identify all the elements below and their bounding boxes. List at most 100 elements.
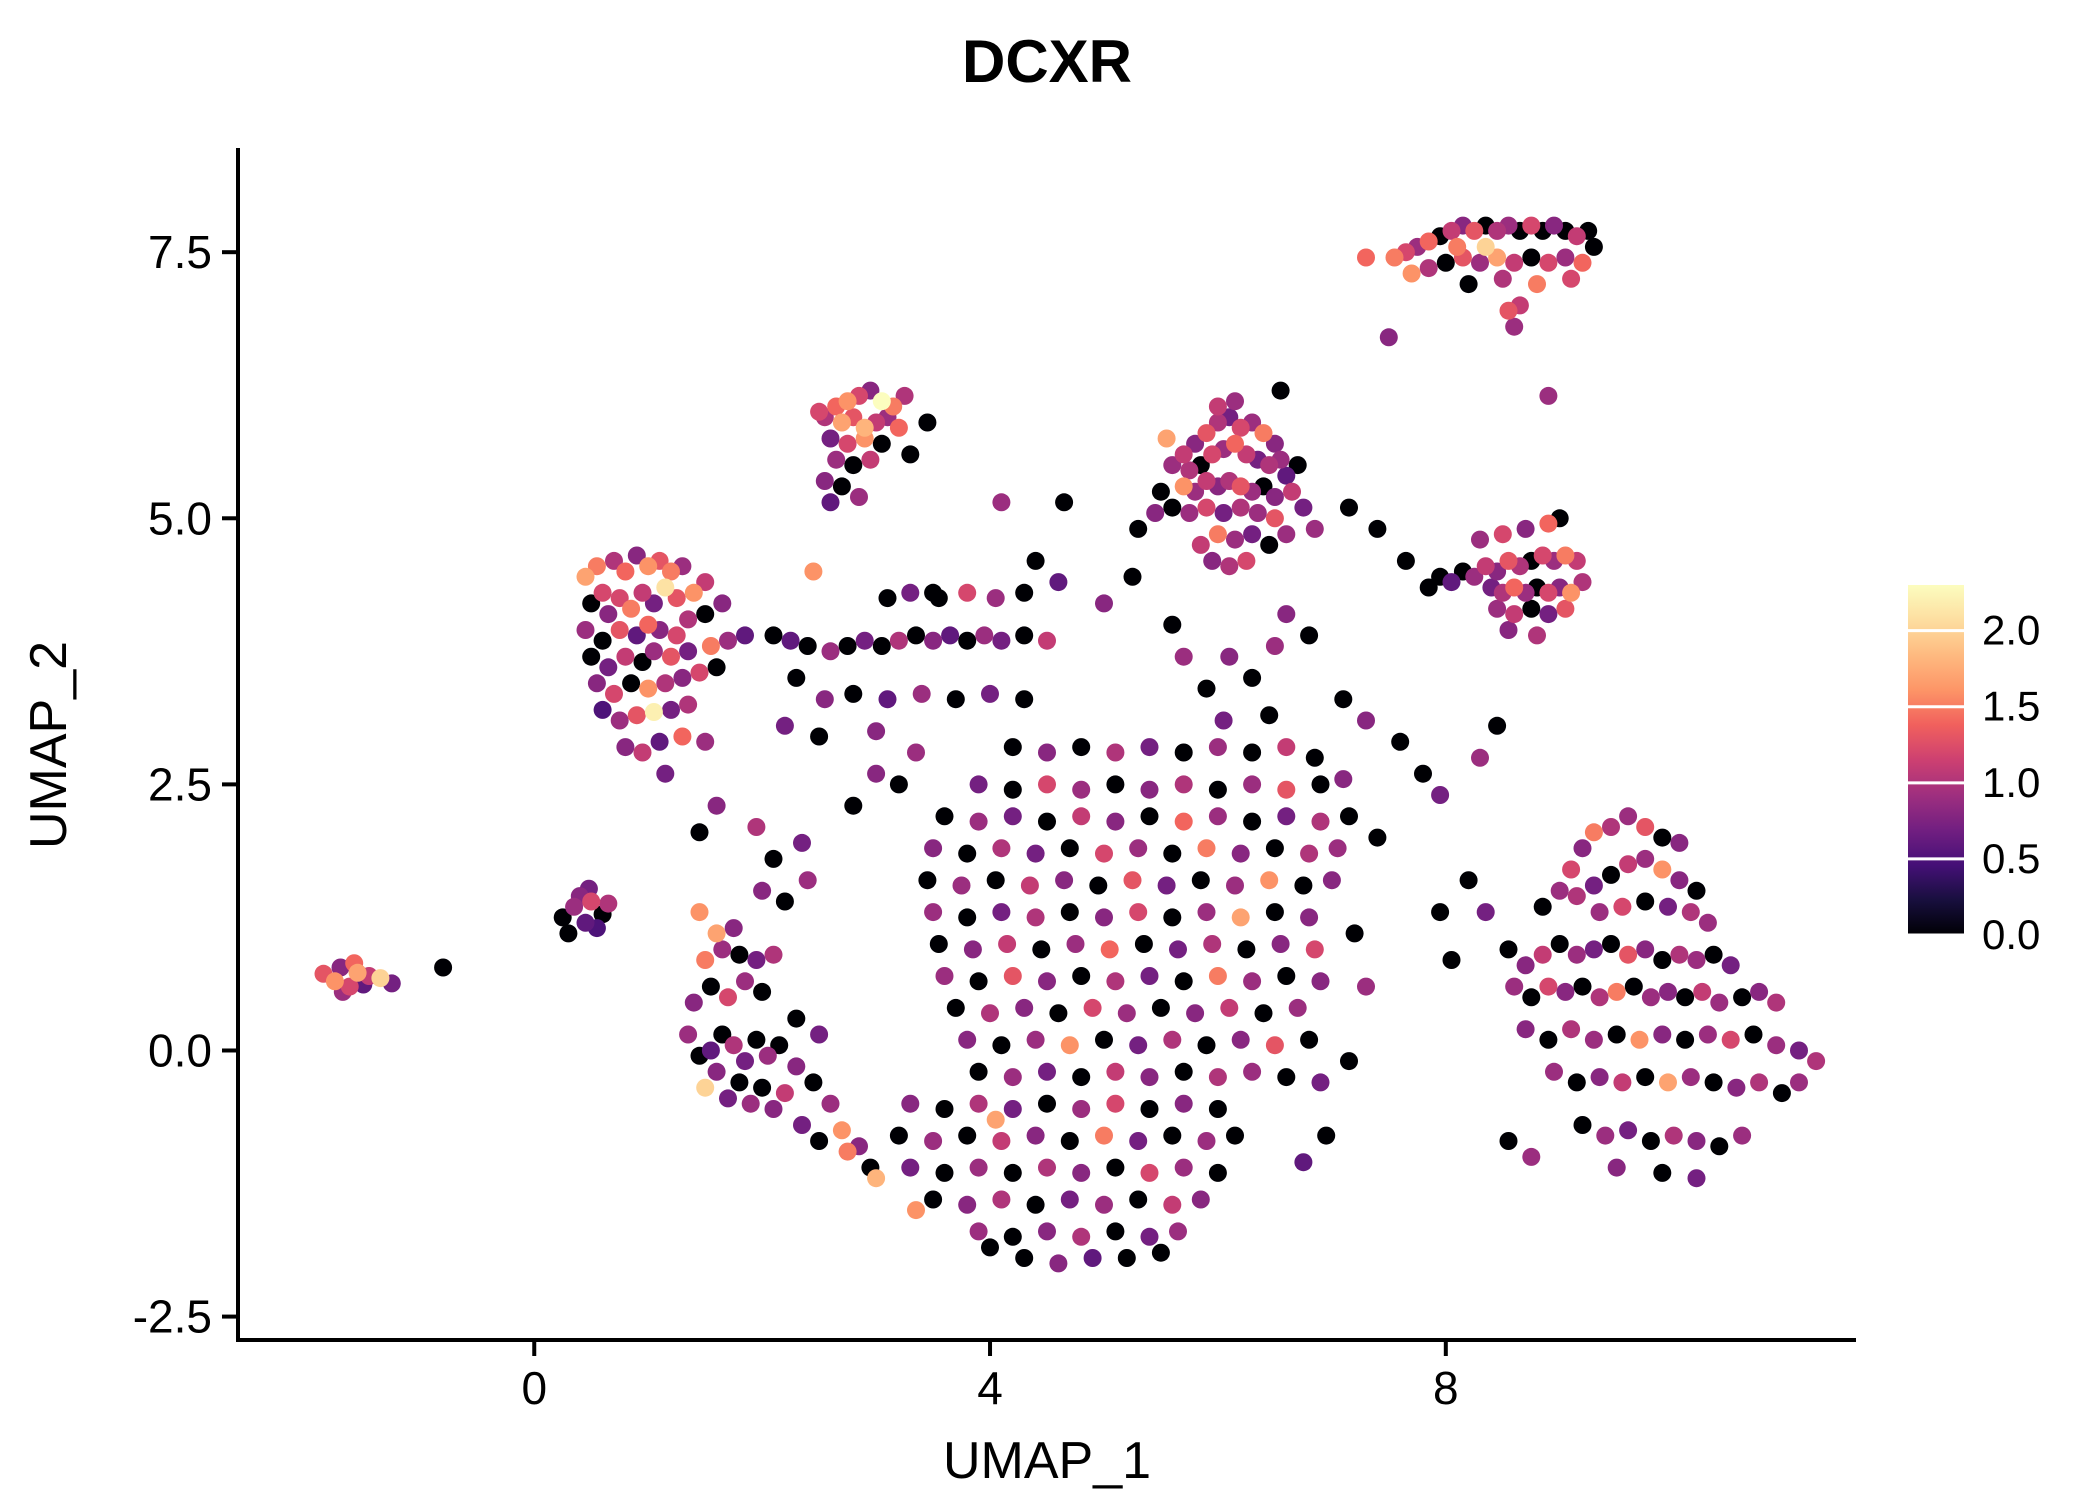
data-point bbox=[1573, 839, 1592, 858]
data-point bbox=[1015, 690, 1034, 709]
data-point bbox=[1265, 1036, 1284, 1055]
data-point bbox=[1334, 770, 1353, 789]
data-point bbox=[656, 674, 675, 693]
colorbar-gradient bbox=[1908, 585, 1964, 935]
data-point bbox=[992, 631, 1011, 650]
data-point bbox=[1163, 908, 1182, 927]
data-point bbox=[1060, 903, 1079, 922]
data-point bbox=[1060, 1036, 1079, 1055]
data-point bbox=[1602, 818, 1620, 836]
data-point bbox=[1026, 908, 1045, 927]
data-point bbox=[1630, 1030, 1649, 1049]
data-point bbox=[1197, 424, 1216, 443]
data-point bbox=[821, 1094, 840, 1113]
data-point bbox=[1636, 818, 1655, 836]
data-point bbox=[1619, 855, 1638, 874]
data-point bbox=[1277, 1068, 1296, 1087]
data-point bbox=[1590, 988, 1609, 1007]
data-point bbox=[1528, 275, 1546, 294]
data-point bbox=[696, 573, 715, 592]
data-point bbox=[1436, 253, 1455, 272]
data-point bbox=[1197, 498, 1216, 517]
data-point bbox=[1174, 972, 1193, 991]
data-point bbox=[1060, 1132, 1079, 1150]
data-point bbox=[1129, 839, 1148, 858]
colorbar-tick-label: 0.0 bbox=[1982, 911, 2040, 958]
data-point bbox=[1471, 530, 1489, 549]
data-point bbox=[1659, 982, 1677, 1001]
data-point bbox=[1488, 221, 1507, 240]
data-point bbox=[1260, 456, 1279, 475]
data-point bbox=[958, 1195, 977, 1214]
data-point bbox=[1277, 525, 1296, 544]
data-point bbox=[1317, 1126, 1336, 1145]
data-point bbox=[1471, 748, 1489, 767]
data-point bbox=[1140, 967, 1159, 985]
data-point bbox=[969, 1062, 988, 1081]
data-point bbox=[1311, 775, 1330, 794]
data-point bbox=[667, 589, 686, 608]
data-point bbox=[707, 1062, 726, 1081]
data-point bbox=[684, 993, 703, 1012]
data-point bbox=[1095, 844, 1113, 863]
data-point bbox=[889, 775, 908, 794]
data-point bbox=[1197, 1036, 1216, 1055]
data-point bbox=[1624, 977, 1643, 996]
data-point bbox=[969, 1158, 988, 1177]
data-point bbox=[1607, 982, 1626, 1001]
data-point bbox=[1106, 775, 1125, 794]
data-point bbox=[1499, 301, 1518, 320]
data-point bbox=[838, 392, 857, 411]
data-point bbox=[605, 551, 623, 570]
colorbar-tick-label: 1.0 bbox=[1982, 759, 2040, 806]
data-point bbox=[1231, 844, 1250, 863]
data-point bbox=[1003, 738, 1022, 757]
data-point bbox=[627, 706, 646, 725]
data-point bbox=[775, 1084, 794, 1103]
data-point bbox=[667, 626, 686, 645]
data-point bbox=[918, 413, 937, 432]
data-point bbox=[605, 684, 623, 703]
data-point bbox=[1174, 812, 1193, 831]
data-point bbox=[924, 1132, 943, 1150]
data-point bbox=[1476, 237, 1495, 256]
data-point bbox=[969, 1094, 988, 1113]
data-point bbox=[969, 972, 988, 991]
data-point bbox=[1465, 567, 1484, 586]
data-point bbox=[650, 732, 669, 751]
data-point bbox=[958, 844, 977, 863]
data-point bbox=[707, 796, 726, 815]
data-point bbox=[924, 631, 943, 650]
data-point bbox=[1129, 1036, 1148, 1055]
data-point bbox=[1653, 828, 1672, 847]
data-point bbox=[1020, 876, 1039, 895]
data-point bbox=[1670, 871, 1689, 890]
data-point bbox=[1151, 482, 1170, 501]
data-point bbox=[998, 935, 1017, 953]
data-point bbox=[1357, 977, 1375, 996]
data-point bbox=[1345, 924, 1364, 943]
data-point bbox=[1704, 945, 1723, 964]
data-point bbox=[901, 1158, 920, 1177]
data-point bbox=[371, 969, 390, 988]
data-point bbox=[889, 418, 908, 437]
data-point bbox=[559, 924, 578, 943]
data-point bbox=[1180, 461, 1199, 480]
data-point bbox=[1493, 269, 1512, 288]
data-point bbox=[633, 653, 652, 671]
data-point bbox=[1619, 945, 1638, 964]
data-point bbox=[747, 951, 766, 969]
data-point bbox=[878, 690, 897, 709]
data-point bbox=[1208, 780, 1227, 799]
data-point bbox=[1573, 573, 1592, 592]
data-point bbox=[599, 894, 618, 913]
data-point bbox=[946, 690, 965, 709]
scatter-points bbox=[314, 216, 1826, 1273]
data-point bbox=[1414, 764, 1432, 783]
data-point bbox=[1459, 871, 1478, 890]
data-point bbox=[644, 703, 663, 721]
x-tick-label: 8 bbox=[1433, 1362, 1459, 1414]
data-point bbox=[610, 711, 629, 730]
data-point bbox=[935, 807, 954, 826]
